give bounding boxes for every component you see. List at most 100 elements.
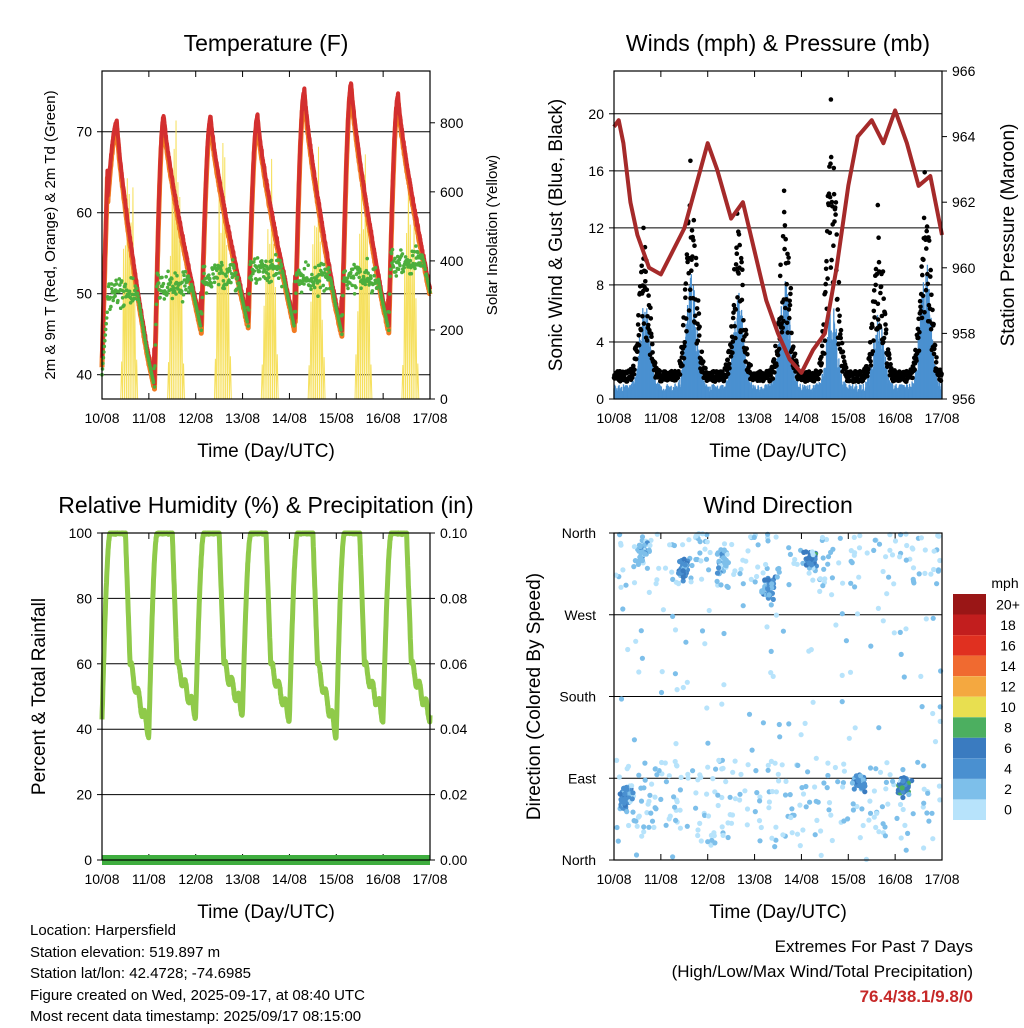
direction-point <box>926 818 932 824</box>
direction-point <box>638 798 645 804</box>
rh-y2tick-label: 0.06 <box>440 656 467 672</box>
dewpoint-point <box>304 260 308 264</box>
dir-title: Wind Direction <box>703 492 853 518</box>
dewpoint-point <box>403 255 408 259</box>
dewpoint-point <box>175 273 179 278</box>
gust-point <box>928 267 933 273</box>
gust-point <box>683 281 689 286</box>
latlon-text: Station lat/lon: 42.4728; -74.6985 <box>30 965 252 982</box>
created-text: Figure created on Wed, 2025-09-17, at 08… <box>30 986 365 1004</box>
colorbar-label: 4 <box>1004 761 1012 777</box>
direction-point <box>689 562 695 569</box>
direction-point <box>648 810 654 816</box>
dir-xtick-label: 13/08 <box>737 871 772 887</box>
direction-point <box>770 596 776 603</box>
gust-point <box>775 352 781 358</box>
dewpoint-point <box>369 276 373 281</box>
dewpoint-point <box>153 343 158 347</box>
direction-point <box>789 806 795 812</box>
gust-point <box>650 341 655 347</box>
direction-point <box>760 588 766 594</box>
direction-point <box>760 720 767 726</box>
temp-2m-line <box>100 81 432 386</box>
gust-point <box>781 318 786 324</box>
direction-point <box>777 734 783 740</box>
direction-point <box>646 547 652 553</box>
dewpoint-point <box>209 281 213 286</box>
dewpoint-point <box>318 285 323 290</box>
dewpoint-point <box>165 291 169 296</box>
gust-point <box>693 255 699 261</box>
gust-point <box>739 259 744 265</box>
solar-spike <box>270 158 274 400</box>
direction-point <box>737 791 743 797</box>
direction-point <box>707 549 713 556</box>
dewpoint-point <box>416 250 420 255</box>
direction-point <box>867 798 873 804</box>
gust-point <box>931 351 937 357</box>
gust-point <box>683 295 688 301</box>
direction-point <box>799 785 805 791</box>
direction-point <box>871 814 877 820</box>
direction-point <box>729 812 736 818</box>
direction-point <box>800 791 807 797</box>
direction-point <box>829 592 835 598</box>
direction-point <box>884 591 890 597</box>
gust-point <box>787 302 793 308</box>
wind-y2tick-label: 966 <box>952 63 976 79</box>
direction-point <box>658 689 665 696</box>
dewpoint-point <box>165 285 170 290</box>
direction-point <box>795 762 801 769</box>
gust-point <box>735 295 740 300</box>
direction-point <box>644 565 651 571</box>
direction-point <box>857 533 863 539</box>
gust-point <box>720 369 725 375</box>
direction-point <box>847 669 854 675</box>
direction-point <box>894 815 900 822</box>
dewpoint-point <box>391 265 396 269</box>
direction-point <box>876 541 883 547</box>
gust-point <box>652 360 658 366</box>
gust-point <box>646 322 651 328</box>
dewpoint-point <box>219 268 223 273</box>
dewpoint-point <box>257 269 262 274</box>
colorbar-swatch <box>953 635 986 656</box>
direction-point <box>910 576 916 583</box>
direction-point <box>690 768 696 774</box>
direction-point <box>848 580 854 586</box>
gust-point <box>836 319 842 324</box>
direction-point <box>673 579 679 585</box>
direction-point <box>769 788 775 795</box>
direction-point <box>674 687 680 693</box>
direction-point <box>752 809 758 815</box>
dewpoint-point <box>166 269 170 274</box>
rh-y2tick-label: 0.08 <box>440 590 467 606</box>
dewpoint-point <box>186 274 190 278</box>
direction-point <box>716 565 722 571</box>
dewpoint-point <box>158 295 162 300</box>
gust-point <box>875 317 881 322</box>
gust-point <box>644 287 650 293</box>
dewpoint-point <box>183 269 188 274</box>
solar-spike <box>318 241 322 400</box>
rh-ytick-label: 40 <box>76 721 92 737</box>
direction-point <box>873 824 879 831</box>
direction-point <box>743 558 749 564</box>
direction-point <box>732 568 738 574</box>
direction-point <box>930 710 936 717</box>
direction-point <box>852 725 858 731</box>
direction-point <box>678 774 684 781</box>
gust-point <box>680 322 686 328</box>
direction-point <box>826 807 832 813</box>
gust-point <box>918 304 923 310</box>
gust-point <box>924 228 929 234</box>
direction-point <box>704 791 710 797</box>
wind-xtick-label: 10/08 <box>596 410 631 426</box>
colorbar-swatch <box>953 778 986 800</box>
direction-point <box>874 810 880 816</box>
dewpoint-point <box>202 271 206 276</box>
dewpoint-point <box>255 256 260 260</box>
rh-line <box>99 530 433 741</box>
dewpoint-point <box>144 347 149 351</box>
dewpoint-point <box>168 280 173 285</box>
